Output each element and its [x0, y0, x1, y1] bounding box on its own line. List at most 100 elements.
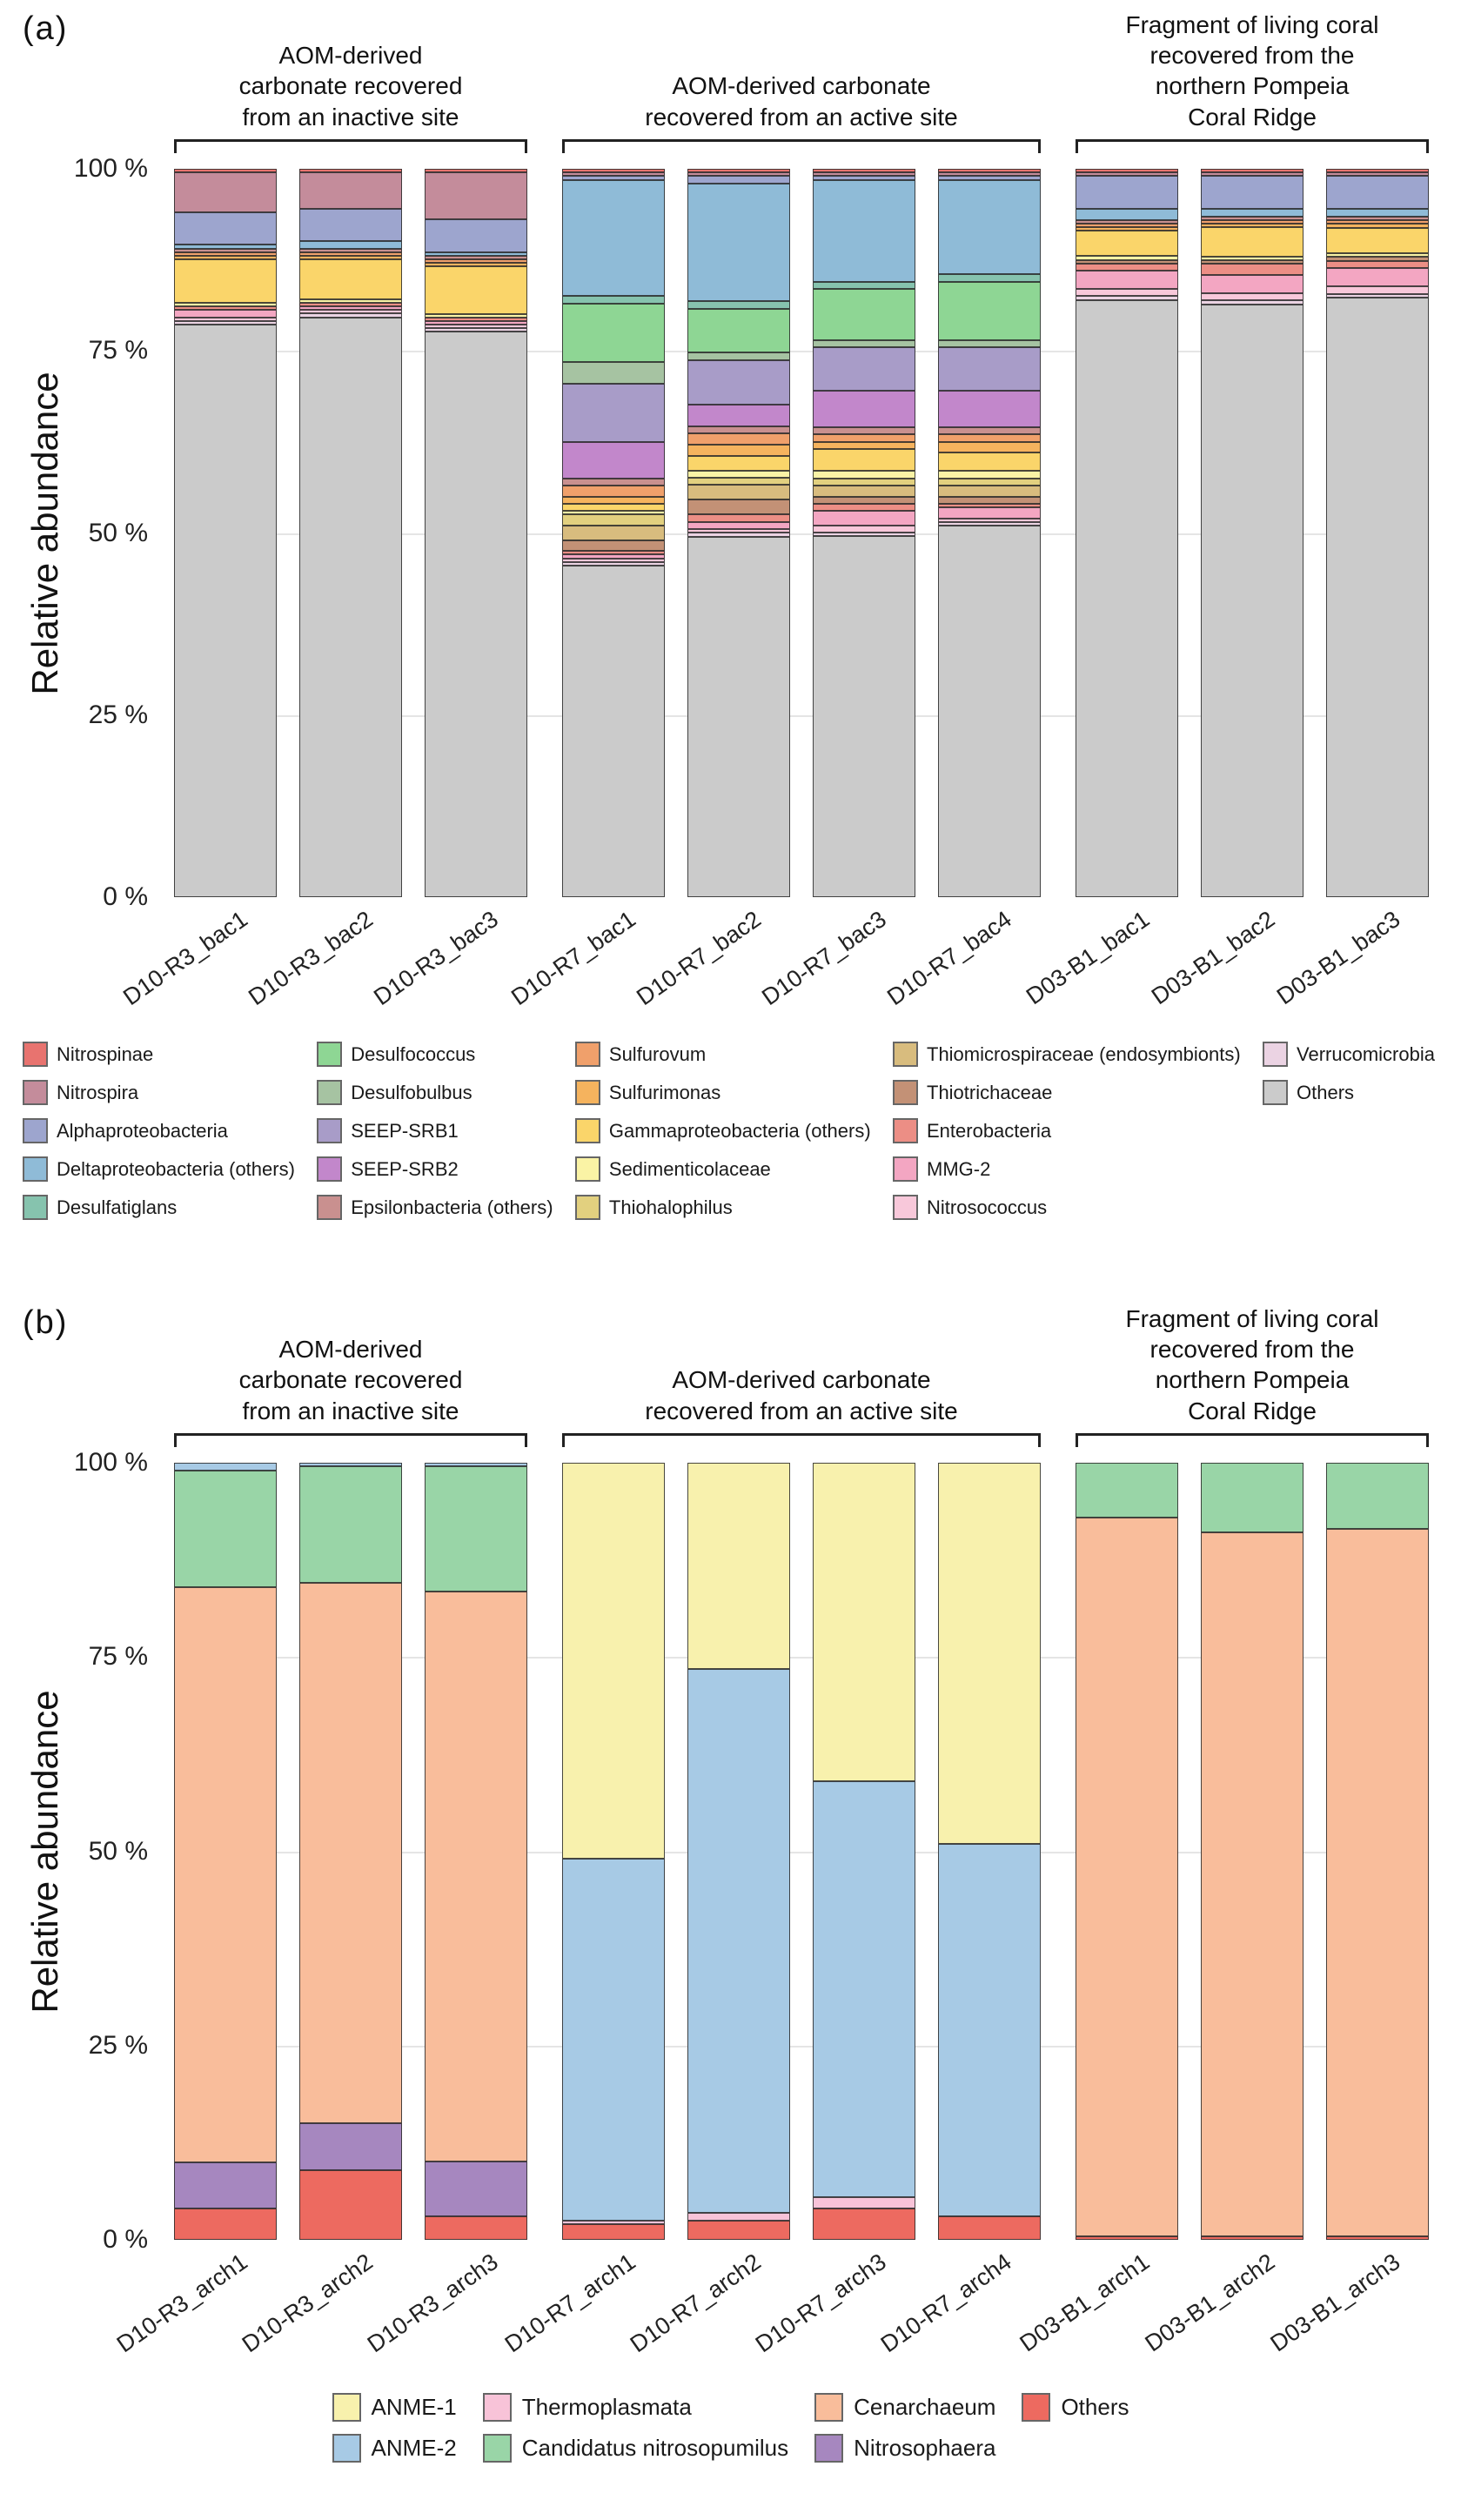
legend-label: Enterobacteria — [927, 1119, 1052, 1142]
legend-label: ANME-1 — [371, 2394, 457, 2420]
segment-Epsilonbacteria (others) — [425, 255, 527, 260]
segment-Nitrospira — [938, 172, 1041, 177]
segment-Nitrospinae — [938, 169, 1041, 173]
segment-Nitrospira — [1076, 172, 1178, 177]
segment-Sulfurimonas — [1201, 224, 1304, 228]
segment-Gammaproteobacteria (others) — [1076, 231, 1178, 257]
legend-swatch — [574, 1195, 600, 1220]
segment-Others — [687, 2220, 790, 2240]
gridlines-a — [174, 169, 1429, 897]
segment-Desulfatiglans — [938, 274, 1041, 282]
segment-Epsilonbacteria (others) — [687, 426, 790, 434]
legend-swatch — [23, 1118, 48, 1143]
segment-Desulfococcus — [687, 308, 790, 353]
segment-Deltaproteobacteria (others) — [425, 251, 527, 256]
segment-Nitrospira — [1326, 172, 1429, 177]
segment-SEEP-SRB2 — [562, 441, 665, 479]
segment-Verrucomicrobia — [562, 561, 665, 566]
segment-Verrucomicrobia — [425, 328, 527, 332]
legend-column: Others — [1022, 2393, 1129, 2463]
bar-D10-R7_arch2 — [687, 1463, 790, 2240]
group-header-line: recovered from an active site — [645, 1397, 958, 1424]
legend-swatch — [893, 1042, 918, 1067]
segment-Alphaproteobacteria — [1076, 176, 1178, 209]
segment-Epsilonbacteria (others) — [1076, 219, 1178, 224]
segment-Nitrospira — [299, 172, 402, 209]
segment-Gammaproteobacteria (others) — [687, 455, 790, 471]
segment-Others — [938, 525, 1041, 897]
segment-MMG-2 — [1326, 268, 1429, 287]
segment-SEEP-SRB1 — [562, 383, 665, 442]
legend-a: Nitrospinae Nitrospira Alphaproteobacteria… — [0, 1042, 1461, 1220]
legend-swatch — [317, 1195, 343, 1220]
gridline — [174, 1657, 1429, 1659]
legend-label: Sulfurimonas — [608, 1081, 721, 1103]
legend-label: ANME-2 — [371, 2435, 457, 2461]
segment-Others — [174, 324, 277, 897]
group-header-line: northern Pompeia — [1155, 72, 1350, 100]
bar-D10-R3_arch3 — [425, 1463, 527, 2240]
segment-Nitrosococcus — [938, 518, 1041, 522]
segment-Sulfurovum — [687, 433, 790, 445]
segment-Nitrospinae — [299, 169, 402, 173]
segment-Desulfobulbus — [938, 339, 1041, 347]
segment-Deltaproteobacteria (others) — [562, 179, 665, 297]
panel-a: (a) Relative abundance 100 % 75 % 50 % 25 % 0… — [0, 9, 1461, 1220]
segment-Nitrospira — [174, 172, 277, 212]
segment-Sedimenticolaceae — [562, 511, 665, 515]
legend-label: SEEP-SRB2 — [351, 1157, 459, 1180]
segment-Gammaproteobacteria (others) — [174, 259, 277, 304]
segment-Nitrospira — [687, 172, 790, 177]
segment-Candidatus nitrosopumilus — [1076, 1463, 1178, 1518]
group-bracket — [174, 139, 527, 153]
x-axis-labels: D10-R3_arch1 D10-R3_arch2 D10-R3_arch3 — [112, 2240, 527, 2369]
bars-area-a: AOM-derived carbonate recovered from an in… — [119, 9, 1429, 1026]
segment-Thiotrichaceae — [813, 496, 915, 504]
legend-label: Thiotrichaceae — [927, 1081, 1053, 1103]
legend-item: Nitrosococcus — [893, 1195, 1241, 1220]
legend-item: Thiotrichaceae — [893, 1080, 1241, 1105]
group-header-line: Coral Ridge — [1188, 1397, 1317, 1424]
bar-D10-R3_arch1 — [174, 1463, 277, 2240]
panel-b-label: (b) — [23, 1304, 69, 1341]
segment-Alphaproteobacteria — [938, 176, 1041, 180]
segment-Sulfurovum — [1326, 220, 1429, 225]
group-header: Fragment of living coral recovered from t… — [1076, 1303, 1429, 1433]
y-axis-b: Relative abundance 100 % 75 % 50 % 25 % 0 % — [0, 1303, 174, 2254]
legend-column: Cenarchaeum Nitrosophaera — [814, 2393, 995, 2463]
segment-Nitrospira — [425, 172, 527, 220]
legend-swatch — [893, 1195, 918, 1220]
segment-MMG-2 — [687, 521, 790, 530]
segment-Gammaproteobacteria (others) — [1201, 227, 1304, 257]
legend-item: Thiohalophilus — [574, 1195, 871, 1220]
segment-Nitrospira — [813, 172, 915, 177]
segment-Nitrospinae — [1201, 169, 1304, 173]
segment-MMG-2 — [425, 320, 527, 325]
segment-Deltaproteobacteria (others) — [299, 241, 402, 249]
segment-Nitrospinae — [174, 169, 277, 173]
segment-ANME-1 — [687, 1463, 790, 1669]
segment-Gammaproteobacteria (others) — [813, 449, 915, 472]
segment-Others — [938, 2216, 1041, 2240]
segment-ANME-2 — [938, 1843, 1041, 2217]
segment-Sedimenticolaceae — [1326, 253, 1429, 258]
segment-SEEP-SRB2 — [687, 404, 790, 426]
segment-Enterobacteria — [174, 306, 277, 311]
group-header-line: recovered from an active site — [645, 103, 958, 131]
segment-Alphaproteobacteria — [174, 211, 277, 245]
x-tick-label: D10-R3_bac1 — [118, 906, 253, 1011]
bar-D10-R7_arch3 — [813, 1463, 915, 2240]
segment-Epsilonbacteria (others) — [299, 248, 402, 252]
legend-swatch — [317, 1156, 343, 1182]
legend-label: Nitrosococcus — [927, 1196, 1048, 1218]
segment-Verrucomicrobia — [1201, 300, 1304, 305]
segment-Verrucomicrobia — [174, 320, 277, 325]
segment-Others — [174, 2208, 277, 2240]
segment-Nitrosococcus — [174, 317, 277, 321]
segment-Enterobacteria — [562, 551, 665, 555]
plot-b: AOM-derived carbonate recovered from an in… — [112, 1303, 1429, 2369]
gridline — [174, 1851, 1429, 1853]
segment-SEEP-SRB2 — [813, 391, 915, 428]
segment-Thermoplasmata — [562, 2220, 665, 2225]
legend-item: Cenarchaeum — [814, 2393, 995, 2422]
